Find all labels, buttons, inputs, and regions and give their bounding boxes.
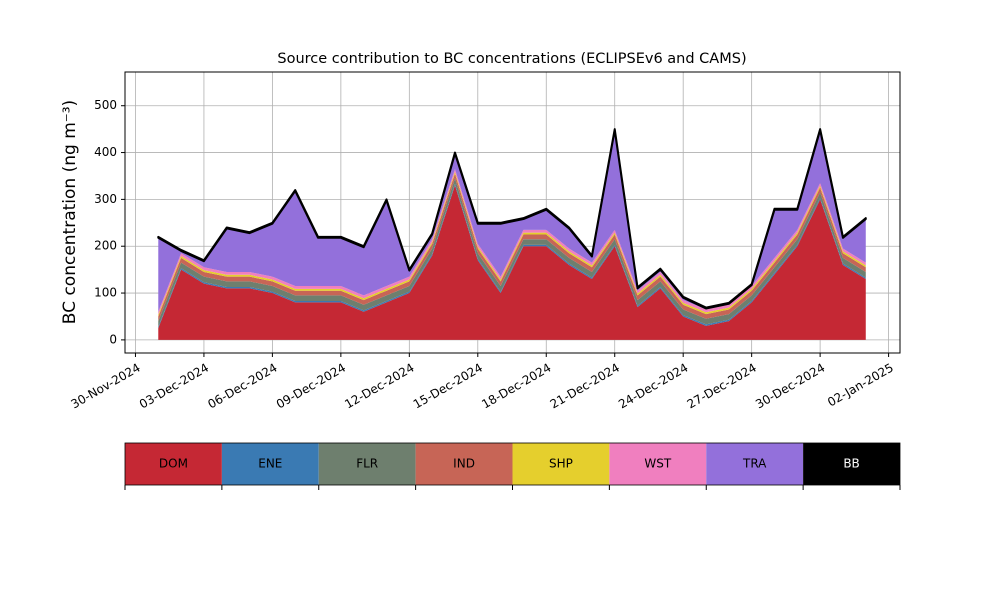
x-tick-label: 03-Dec-2024 <box>137 361 211 412</box>
y-tick-label: 0 <box>109 332 117 346</box>
legend-label: BB <box>843 457 859 471</box>
legend-label: TRA <box>742 457 767 471</box>
plot-frame <box>124 71 901 354</box>
area <box>158 130 866 312</box>
x-tick-label: 27-Dec-2024 <box>685 361 759 412</box>
x-tick-label: 30-Nov-2024 <box>69 361 143 412</box>
y-tick-label: 400 <box>94 145 117 159</box>
area <box>157 128 867 310</box>
legend-label: FLR <box>356 457 378 471</box>
y-tick-label: 200 <box>94 239 117 253</box>
x-tick-label: 02-Jan-2025 <box>825 361 896 410</box>
y-axis-label: BC concentration (ng m⁻³) <box>60 100 80 324</box>
x-tick-label: 09-Dec-2024 <box>274 361 348 412</box>
legend-swatch <box>125 443 222 485</box>
x-tick-label: 30-Dec-2024 <box>753 361 827 412</box>
x-tick-label: 12-Dec-2024 <box>342 361 416 412</box>
legend-label: WST <box>644 457 671 471</box>
y-tick-label: 300 <box>94 192 117 206</box>
legend-label: IND <box>453 457 475 471</box>
legend-swatch <box>803 443 900 485</box>
legend-swatch <box>512 443 610 485</box>
y-tick-label: 100 <box>94 286 117 300</box>
legend-swatch <box>609 443 707 485</box>
legend-swatch <box>415 443 513 485</box>
chart-title: Source contribution to BC concentrations… <box>277 51 746 67</box>
legend-swatch <box>221 443 319 485</box>
legend-swatch <box>318 443 416 485</box>
legend-label: SHP <box>549 457 573 471</box>
area <box>158 185 866 340</box>
legend-frame <box>124 442 901 486</box>
y-tick-label: 500 <box>94 98 117 112</box>
legend-swatch <box>706 443 804 485</box>
x-tick-label: 15-Dec-2024 <box>411 361 485 412</box>
x-tick-label: 24-Dec-2024 <box>616 361 690 412</box>
legend-label: ENE <box>258 457 282 471</box>
x-tick-label: 06-Dec-2024 <box>205 361 279 412</box>
x-tick-label: 18-Dec-2024 <box>479 361 553 412</box>
x-tick-label: 21-Dec-2024 <box>548 361 622 412</box>
legend-label: DOM <box>159 457 188 471</box>
